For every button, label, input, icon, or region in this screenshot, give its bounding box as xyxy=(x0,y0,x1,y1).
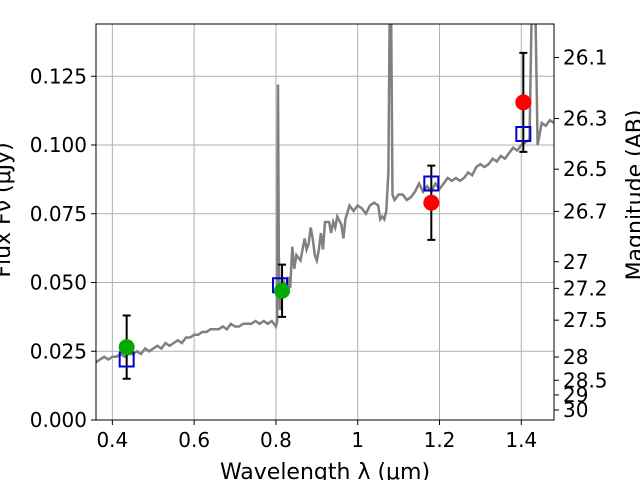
right-tick-label: 28.5 xyxy=(563,368,608,392)
y-tick-label: 0.025 xyxy=(30,339,87,363)
x-axis-ticks: 0.4 0.6 0.8 1 1.2 1.4 xyxy=(96,420,537,452)
y-axis-ticks: 0.000 0.025 0.050 0.075 0.100 0.125 xyxy=(30,64,96,432)
right-tick-label: 26.5 xyxy=(563,157,608,181)
model-point xyxy=(423,175,440,192)
right-tick-label: 27.5 xyxy=(563,308,608,332)
x-tick-label: 0.8 xyxy=(260,428,292,452)
x-tick-label: 0.6 xyxy=(178,428,210,452)
right-tick-label: 30 xyxy=(563,398,588,422)
y-tick-label: 0.050 xyxy=(30,271,87,295)
right-tick-label: 27 xyxy=(563,250,588,274)
x-axis-label: Wavelength λ (μm) xyxy=(220,460,430,480)
y-axis-label: Flux Fν (μJy) xyxy=(0,142,16,277)
observed-point xyxy=(274,282,291,299)
x-tick-label: 1.4 xyxy=(505,428,537,452)
observed-point xyxy=(118,339,135,356)
x-tick-label: 0.4 xyxy=(96,428,128,452)
spectrum-line xyxy=(96,24,554,364)
observed-point xyxy=(515,94,532,111)
right-tick-label: 29 xyxy=(563,383,588,407)
right-axis-label: Magnitude (AB) xyxy=(623,110,640,281)
right-tick-label: 27.2 xyxy=(563,276,608,300)
right-tick-label: 26.7 xyxy=(563,199,608,223)
y-tick-label: 0.125 xyxy=(30,64,87,88)
right-tick-label: 26.3 xyxy=(563,106,608,130)
y-tick-label: 0.075 xyxy=(30,202,87,226)
x-tick-label: 1 xyxy=(351,428,364,452)
error-bars xyxy=(122,51,528,380)
x-tick-label: 1.2 xyxy=(424,428,456,452)
observed-point xyxy=(423,194,440,211)
model-spectrum xyxy=(96,24,554,364)
right-tick-label: 26.1 xyxy=(563,45,608,69)
plot-frame xyxy=(95,23,555,421)
y-tick-label: 0.000 xyxy=(30,408,87,432)
model-point xyxy=(515,126,532,142)
right-tick-label: 28 xyxy=(563,345,588,369)
observed-points xyxy=(118,94,532,356)
model-points xyxy=(118,126,532,368)
y-tick-label: 0.100 xyxy=(30,133,87,157)
